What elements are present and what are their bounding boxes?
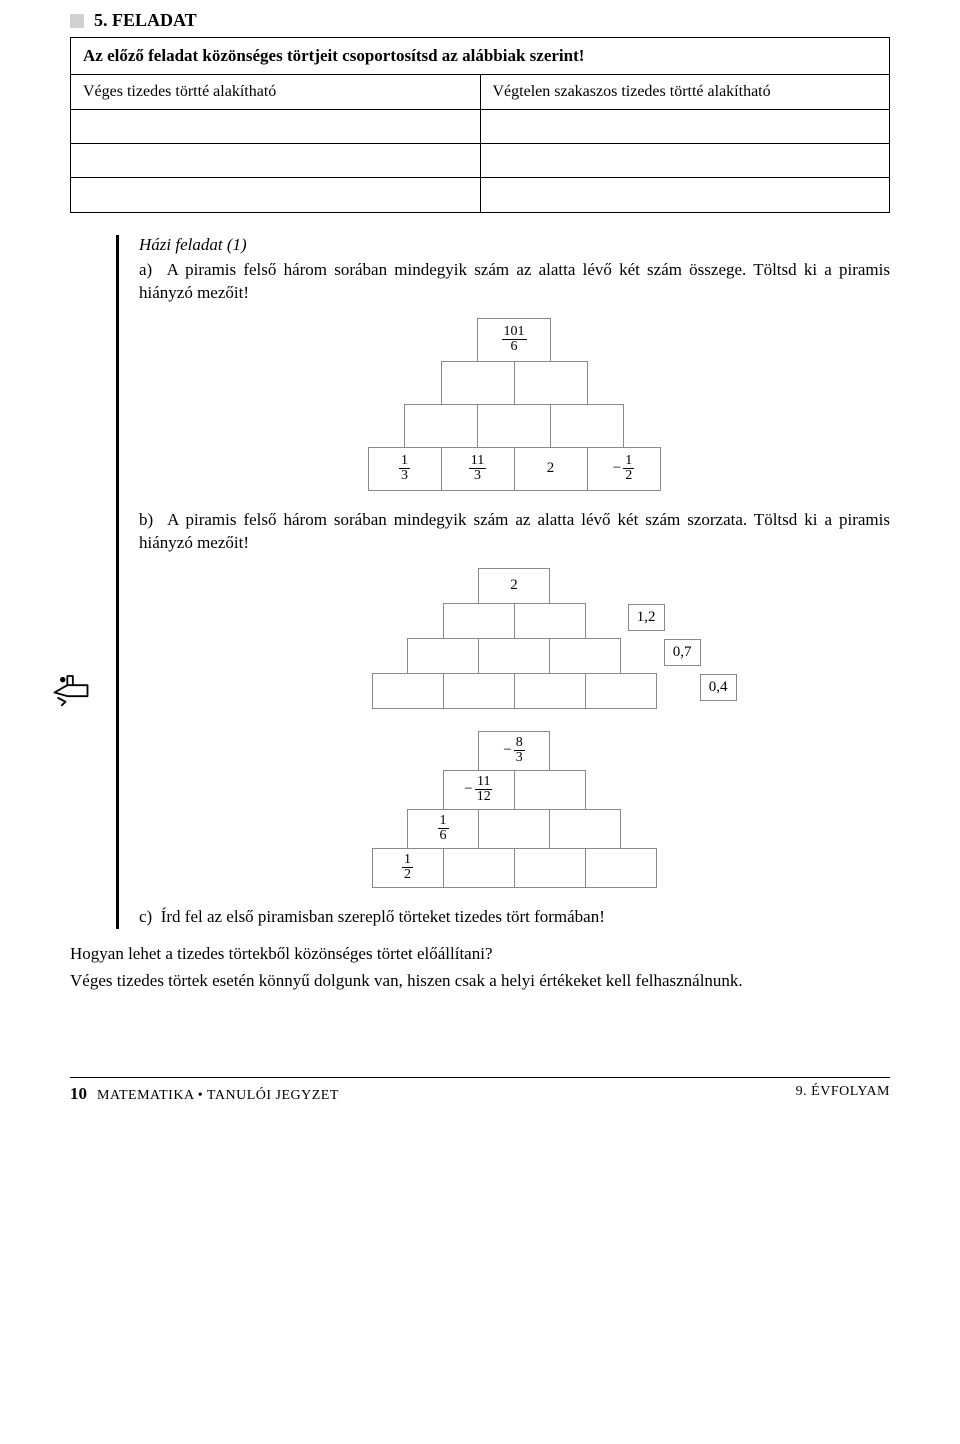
footer-right-text: 9. ÉVFOLYAM xyxy=(796,1084,890,1104)
pyr-cell-empty xyxy=(514,848,586,888)
frac-num: 1 xyxy=(623,454,634,469)
frac-den: 3 xyxy=(514,751,525,765)
offset-label: 0,4 xyxy=(700,674,737,701)
frac-den: 6 xyxy=(438,829,449,843)
pyramid-b1: 2 1,2 0,7 0,4 xyxy=(139,569,890,714)
pyramid-b2: −83 −1112 16 12 xyxy=(139,732,890,888)
frac-den: 12 xyxy=(475,790,493,804)
frac-num: 8 xyxy=(514,736,525,751)
pyr-cell-empty xyxy=(514,603,586,639)
homework-block: Házi feladat (1) a) A piramis felső háro… xyxy=(116,235,890,929)
pyr-cell-empty xyxy=(443,673,515,709)
pyramid-a: 1016 13 113 2 −12 xyxy=(139,319,890,491)
pyr-cell: 13 xyxy=(368,447,442,491)
pyr-cell-empty xyxy=(549,638,621,674)
pyr-cell-empty xyxy=(514,673,586,709)
task5-title: 5. FELADAT xyxy=(94,10,197,31)
pyr-cell-empty xyxy=(585,673,657,709)
col2-header: Végtelen szakaszos tizedes törtté alakít… xyxy=(481,75,890,110)
pyr-cell-empty xyxy=(549,809,621,849)
frac-den: 3 xyxy=(472,469,483,483)
frac-den: 6 xyxy=(509,340,520,354)
item-a-text: a) A piramis felső három sorában mindegy… xyxy=(139,259,890,305)
pyr-cell: −1112 xyxy=(443,770,515,810)
col1-header: Véges tizedes törtté alakítható xyxy=(71,75,481,110)
frac-num: 11 xyxy=(475,775,492,790)
task5-instruction: Az előző feladat közönséges törtjeit cso… xyxy=(71,38,889,75)
frac-num: 11 xyxy=(469,454,486,469)
frac-den: 2 xyxy=(623,469,634,483)
footer-left-text: MATEMATIKA • TANULÓI JEGYZET xyxy=(97,1088,339,1104)
pyr-cell: 113 xyxy=(441,447,515,491)
table-row xyxy=(71,110,889,144)
pyr-cell-empty xyxy=(441,361,515,405)
pyr-cell-empty xyxy=(404,404,478,448)
empty-cell xyxy=(481,144,890,178)
task5-table: Az előző feladat közönséges törtjeit cso… xyxy=(70,37,890,213)
table-row xyxy=(71,144,889,178)
empty-cell xyxy=(481,110,890,144)
empty-cell xyxy=(71,110,481,144)
closing-q: Hogyan lehet a tizedes törtekből közönsé… xyxy=(70,943,890,966)
pyr-cell-empty xyxy=(550,404,624,448)
offset-label: 0,7 xyxy=(664,639,701,666)
pyr-cell: 16 xyxy=(407,809,479,849)
page: 5. FELADAT Az előző feladat közönséges t… xyxy=(0,0,960,1037)
frac-num: 1 xyxy=(438,814,449,829)
empty-cell xyxy=(71,144,481,178)
frac-num: 1 xyxy=(402,853,413,868)
table-row xyxy=(71,178,889,212)
table-row: Véges tizedes törtté alakítható Végtelen… xyxy=(71,75,889,110)
page-footer: 10 MATEMATIKA • TANULÓI JEGYZET 9. ÉVFOL… xyxy=(70,1077,890,1110)
item-c-text: c) Írd fel az első piramisban szereplő t… xyxy=(139,906,890,929)
pyr-cell: −83 xyxy=(478,731,550,771)
empty-cell xyxy=(481,178,890,212)
frac-den: 3 xyxy=(399,469,410,483)
pyr-cell-empty xyxy=(514,770,586,810)
pyr-cell-empty xyxy=(443,848,515,888)
pyr-cell: 2 xyxy=(514,447,588,491)
pyr-cell-empty xyxy=(443,603,515,639)
task5-heading: 5. FELADAT xyxy=(70,10,890,31)
offset-label: 1,2 xyxy=(628,604,665,631)
pyr-cell: −12 xyxy=(587,447,661,491)
pyr-cell-empty xyxy=(477,404,551,448)
page-number: 10 xyxy=(70,1084,87,1104)
pyr-cell: 2 xyxy=(478,568,550,604)
pyr-cell-empty xyxy=(478,638,550,674)
item-b-text: b) A piramis felső három sorában mindegy… xyxy=(139,509,890,555)
frac-num: 101 xyxy=(502,325,527,340)
pyr-cell-empty xyxy=(372,673,444,709)
pyr-cell-empty xyxy=(407,638,479,674)
closing-a: Véges tizedes törtek esetén könnyű dolgu… xyxy=(70,970,890,993)
pointing-hand-icon xyxy=(49,665,93,709)
pyr-cell-empty xyxy=(514,361,588,405)
empty-cell xyxy=(71,178,481,212)
frac-num: 1 xyxy=(399,454,410,469)
pyr-cell: 12 xyxy=(372,848,444,888)
frac-den: 2 xyxy=(402,868,413,882)
bullet-square-icon xyxy=(70,14,84,28)
pyr-cell-empty xyxy=(585,848,657,888)
homework-title: Házi feladat (1) xyxy=(139,235,890,255)
pyr-cell: 1016 xyxy=(477,318,551,362)
pyr-cell-empty xyxy=(478,809,550,849)
